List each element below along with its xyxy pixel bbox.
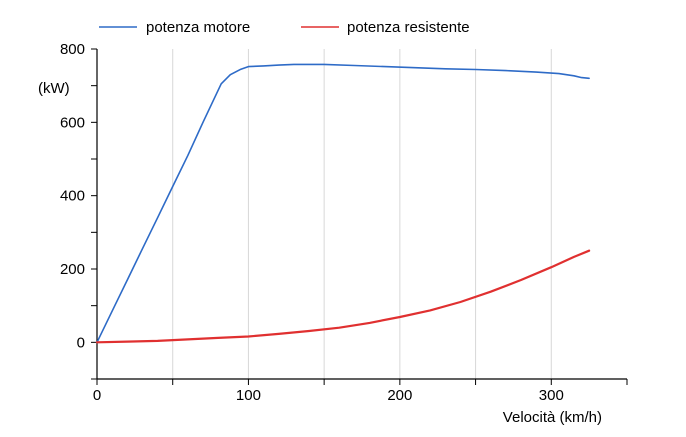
- series-layer: [95, 63, 591, 344]
- x-tick-label-300: 300: [539, 387, 564, 404]
- y-tick-label-200: 200: [60, 261, 85, 278]
- y-tick-label-800: 800: [60, 41, 85, 58]
- y-tick-label-600: 600: [60, 114, 85, 131]
- legend-label-potenza-motore: potenza motore: [146, 19, 250, 36]
- y-axis-label: (kW): [38, 80, 70, 97]
- y-tick-label-400: 400: [60, 188, 85, 205]
- y-tick-label-0: 0: [77, 334, 85, 351]
- legend-label-potenza-resistente: potenza resistente: [347, 19, 470, 36]
- tick-labels: 0 100 200 300 0 200 400 600 800: [60, 41, 564, 404]
- grid-lines: [172, 49, 552, 379]
- series-line-potenza-resistente: [95, 249, 591, 344]
- legend: potenza motore potenza resistente: [99, 19, 470, 36]
- x-axis-label: Velocità (km/h): [503, 409, 602, 426]
- x-tick-label-200: 200: [387, 387, 412, 404]
- x-tick-label-0: 0: [93, 387, 101, 404]
- x-tick-label-100: 100: [236, 387, 261, 404]
- axis-ticks: [91, 48, 628, 385]
- series-line-potenza-motore: [96, 63, 590, 344]
